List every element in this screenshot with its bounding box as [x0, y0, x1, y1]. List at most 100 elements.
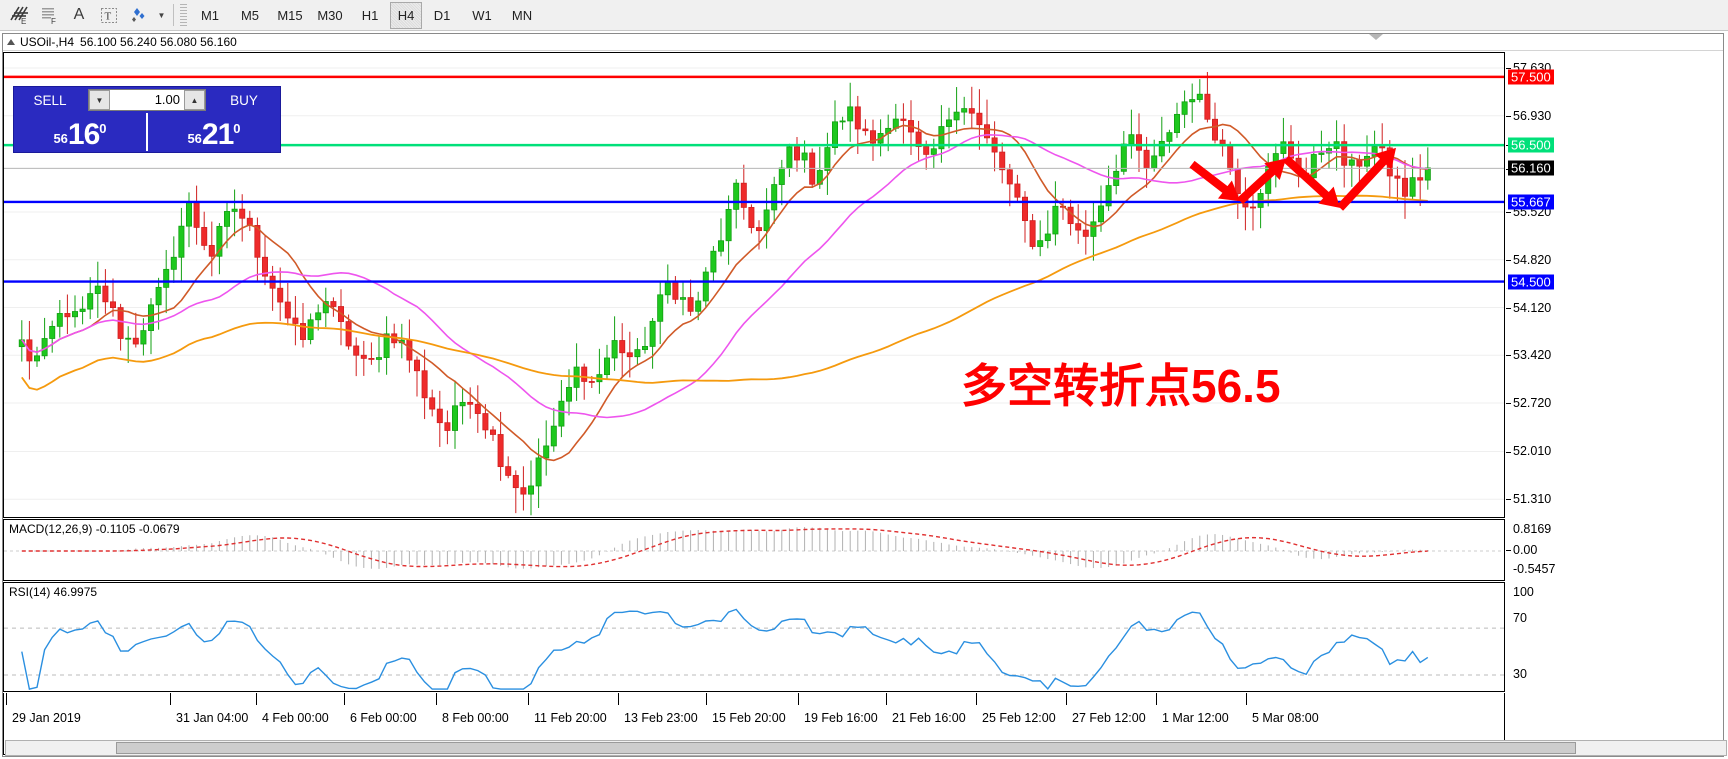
svg-text:T: T — [105, 10, 112, 22]
rsi-tick-1: 70 — [1513, 611, 1527, 625]
horizontal-scrollbar[interactable] — [5, 740, 1727, 756]
chart-window: USOil-,H4 56.100 56.240 56.080 56.160 57… — [2, 33, 1727, 757]
sell-price-integer: 56 — [53, 131, 68, 146]
rsi-tick-2: 30 — [1513, 667, 1527, 681]
buy-price-integer: 56 — [187, 131, 202, 146]
timeframe-h1[interactable]: H1 — [361, 7, 379, 23]
time-tick-1 — [170, 693, 171, 705]
macd-tick-0: 0.8169 — [1513, 522, 1552, 536]
buy-price-main: 21 — [201, 118, 234, 151]
objects-icon[interactable] — [124, 2, 154, 29]
rsi-pane[interactable]: RSI(14) 46.9975 — [3, 582, 1505, 692]
price-tick-53.420: 53.420 — [1506, 348, 1551, 362]
time-tick-2 — [256, 693, 257, 705]
time-tick-7 — [706, 693, 707, 705]
collapse-triangle-icon[interactable] — [7, 39, 15, 45]
time-tick-6 — [618, 693, 619, 705]
text-object-icon[interactable]: T — [94, 2, 124, 29]
time-label-1: 31 Jan 04:00 — [176, 711, 249, 725]
order-panel-top-row: SELL ▼ 1.00 ▲ BUY — [14, 87, 280, 113]
timeframe-m5[interactable]: M5 — [240, 7, 260, 23]
toolbar-grip[interactable] — [180, 4, 187, 26]
time-tick-0 — [6, 693, 7, 705]
rsi-tick-0: 100 — [1513, 585, 1534, 599]
quote-bar: USOil-,H4 56.100 56.240 56.080 56.160 — [3, 34, 1723, 51]
price-tag-57.500[interactable]: 57.500 — [1508, 69, 1554, 85]
timeframe-m30[interactable]: M30 — [317, 7, 343, 23]
macd-scale: 0.8169 0.00 -0.5457 — [1506, 519, 1722, 581]
time-tick-5 — [528, 693, 529, 705]
time-label-4: 8 Feb 00:00 — [442, 711, 509, 725]
price-tick-54.820: 54.820 — [1506, 253, 1551, 267]
volume-decrease-icon[interactable]: ▼ — [89, 90, 110, 110]
time-label-3: 6 Feb 00:00 — [350, 711, 417, 725]
svg-text:E: E — [21, 17, 26, 25]
svg-text:F: F — [51, 17, 56, 25]
time-tick-8 — [798, 693, 799, 705]
price-tick-54.120: 54.120 — [1506, 301, 1551, 315]
price-tag-56.500[interactable]: 56.500 — [1508, 137, 1554, 153]
time-label-10: 25 Feb 12:00 — [982, 711, 1056, 725]
volume-input[interactable]: 1.00 — [154, 92, 180, 107]
symbol-label: USOil-,H4 — [20, 35, 75, 49]
time-tick-10 — [976, 693, 977, 705]
one-click-trading-panel[interactable]: SELL ▼ 1.00 ▲ BUY 56 16 0 56 21 0 — [13, 86, 281, 153]
macd-tick-2: -0.5457 — [1513, 562, 1556, 576]
volume-increase-icon[interactable]: ▲ — [184, 90, 205, 110]
pane-resize-nub-icon[interactable] — [1369, 34, 1383, 40]
price-tag-54.500[interactable]: 54.500 — [1508, 274, 1554, 290]
time-label-0: 29 Jan 2019 — [12, 711, 81, 725]
macd-canvas — [4, 527, 1504, 569]
timeframe-h4[interactable]: H4 — [390, 1, 422, 29]
time-label-2: 4 Feb 00:00 — [262, 711, 329, 725]
buy-price[interactable]: 56 21 0 — [148, 113, 280, 151]
ohlc-values: 56.100 56.240 56.080 56.160 — [80, 35, 237, 49]
price-divider — [146, 113, 148, 151]
indicators-icon[interactable]: E — [4, 2, 34, 29]
price-scale[interactable]: 57.63056.93056.50056.16055.52054.82054.1… — [1506, 52, 1722, 518]
time-tick-11 — [1066, 693, 1067, 705]
autoscroll-icon[interactable]: F — [34, 2, 64, 29]
order-panel-prices: 56 16 0 56 21 0 — [14, 113, 280, 151]
toolbar-divider — [173, 4, 174, 26]
time-label-7: 15 Feb 20:00 — [712, 711, 786, 725]
rsi-canvas — [4, 608, 1504, 691]
forecast-arrows — [1189, 147, 1396, 211]
caret-glyph: ▼ — [157, 10, 166, 20]
text-label-icon[interactable]: A — [64, 2, 94, 29]
buy-button[interactable]: BUY — [230, 92, 258, 108]
time-tick-4 — [436, 693, 437, 705]
scrollbar-thumb[interactable] — [116, 742, 1576, 754]
price-tick-52.720: 52.720 — [1506, 396, 1551, 410]
time-label-8: 19 Feb 16:00 — [804, 711, 878, 725]
objects-dropdown-caret-icon[interactable]: ▼ — [154, 2, 168, 29]
macd-pane[interactable]: MACD(12,26,9) -0.1105 -0.0679 — [3, 519, 1505, 581]
main-toolbar: E F A T ▼ M1 M5 M15 M30 H1 H4 — [0, 0, 1728, 31]
timeframe-m15[interactable]: M15 — [277, 7, 303, 23]
time-tick-12 — [1156, 693, 1157, 705]
timeframe-w1[interactable]: W1 — [472, 7, 492, 23]
macd-signal-line — [21, 528, 1428, 568]
text-label-glyph: A — [73, 6, 85, 23]
time-label-9: 21 Feb 16:00 — [892, 711, 966, 725]
time-label-6: 13 Feb 23:00 — [624, 711, 698, 725]
price-tag-55.667[interactable]: 55.667 — [1508, 194, 1554, 210]
time-tick-13 — [1246, 693, 1247, 705]
macd-histogram — [120, 527, 1429, 569]
macd-label: MACD(12,26,9) -0.1105 -0.0679 — [9, 522, 180, 536]
price-tag-56.160[interactable]: 56.160 — [1508, 160, 1554, 176]
time-tick-3 — [344, 693, 345, 705]
sell-price[interactable]: 56 16 0 — [14, 113, 146, 151]
timeframe-m1[interactable]: M1 — [200, 7, 220, 23]
time-label-12: 1 Mar 12:00 — [1162, 711, 1229, 725]
timeframe-mn[interactable]: MN — [511, 7, 533, 23]
time-label-5: 11 Feb 20:00 — [534, 711, 607, 725]
time-label-13: 5 Mar 08:00 — [1252, 711, 1319, 725]
macd-tick-1: 0.00 — [1506, 543, 1537, 557]
timeframe-d1[interactable]: D1 — [433, 7, 451, 23]
sell-price-fraction: 0 — [99, 121, 107, 136]
sell-price-main: 16 — [67, 118, 100, 151]
sell-button[interactable]: SELL — [33, 92, 67, 108]
volume-stepper[interactable]: ▼ 1.00 ▲ — [88, 89, 206, 111]
rsi-label: RSI(14) 46.9975 — [9, 585, 98, 599]
